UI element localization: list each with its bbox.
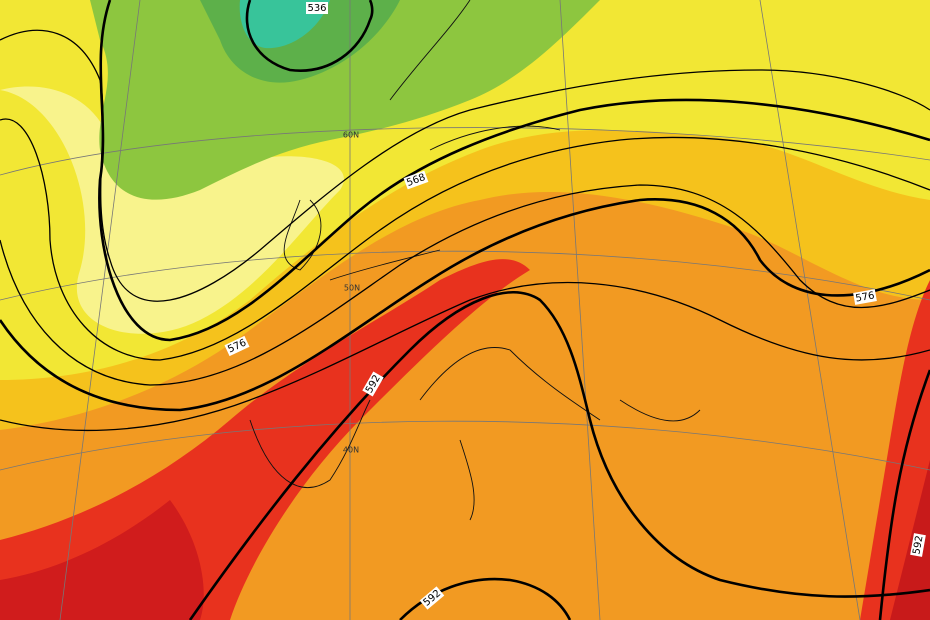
label-background (419, 586, 445, 610)
contour-label-text: 576 (855, 290, 876, 304)
label-background (306, 2, 328, 14)
contour-label: 536 (306, 2, 328, 14)
field-pale-yellow (0, 86, 344, 334)
label-background (224, 335, 250, 357)
contour-line (98, 0, 930, 342)
contour-line (0, 281, 930, 432)
latitude-label: 40N (343, 446, 359, 455)
coastline (249, 0, 701, 521)
label-background (910, 533, 926, 557)
latitude-label: 50N (344, 284, 360, 293)
field-dark-red (0, 500, 204, 620)
contour-line (245, 0, 374, 72)
field-dark-red-east (890, 460, 930, 620)
label-background (403, 170, 429, 190)
field-green (90, 0, 600, 200)
latitude-label: 60N (343, 131, 359, 140)
contour-label: 576 (853, 289, 877, 305)
contour-line (0, 198, 930, 412)
contour-line (0, 118, 930, 361)
label-background (853, 289, 877, 305)
contour-label-text: 592 (911, 535, 925, 556)
contour-line (188, 291, 930, 620)
contour-label: 592 (910, 533, 926, 557)
contour-line (0, 184, 930, 386)
contour-line (878, 369, 930, 620)
contour-label-text: 536 (307, 3, 326, 14)
label-background (362, 371, 384, 397)
